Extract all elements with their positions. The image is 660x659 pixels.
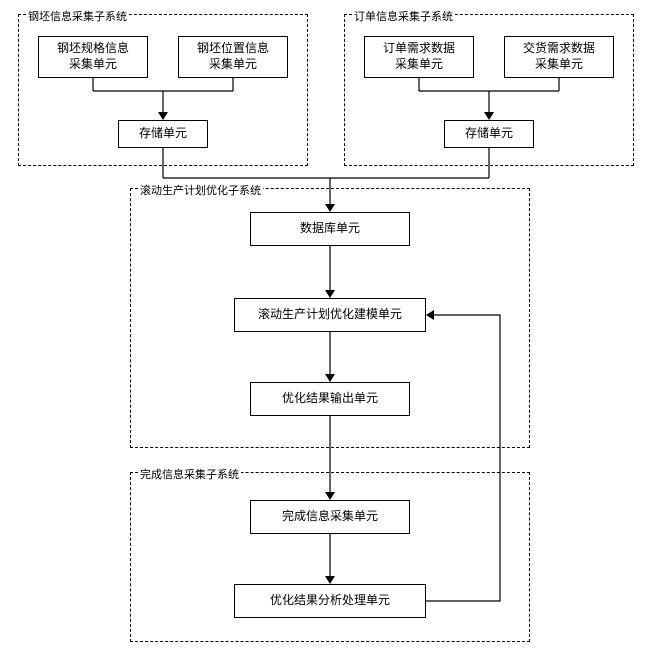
subsystem-top-right-label: 订单信息采集子系统 — [352, 8, 455, 24]
top-right-storage: 存储单元 — [444, 120, 534, 148]
database-unit: 数据库单元 — [250, 212, 410, 246]
model-unit: 滚动生产计划优化建模单元 — [234, 298, 426, 332]
subsystem-top-left-label: 钢坯信息采集子系统 — [26, 8, 129, 24]
collect-unit: 完成信息采集单元 — [250, 500, 410, 534]
top-left-storage: 存储单元 — [118, 120, 208, 148]
top-left-box1: 钢坯规格信息采集单元 — [38, 36, 148, 78]
top-right-box1: 订单需求数据采集单元 — [364, 36, 474, 78]
analyze-unit: 优化结果分析处理单元 — [234, 584, 426, 618]
output-unit: 优化结果输出单元 — [250, 382, 410, 416]
subsystem-middle-label: 滚动生产计划优化子系统 — [138, 182, 263, 198]
subsystem-bottom-label: 完成信息采集子系统 — [138, 466, 241, 482]
top-right-box2: 交货需求数据采集单元 — [504, 36, 614, 78]
top-left-box2: 钢坯位置信息采集单元 — [178, 36, 288, 78]
